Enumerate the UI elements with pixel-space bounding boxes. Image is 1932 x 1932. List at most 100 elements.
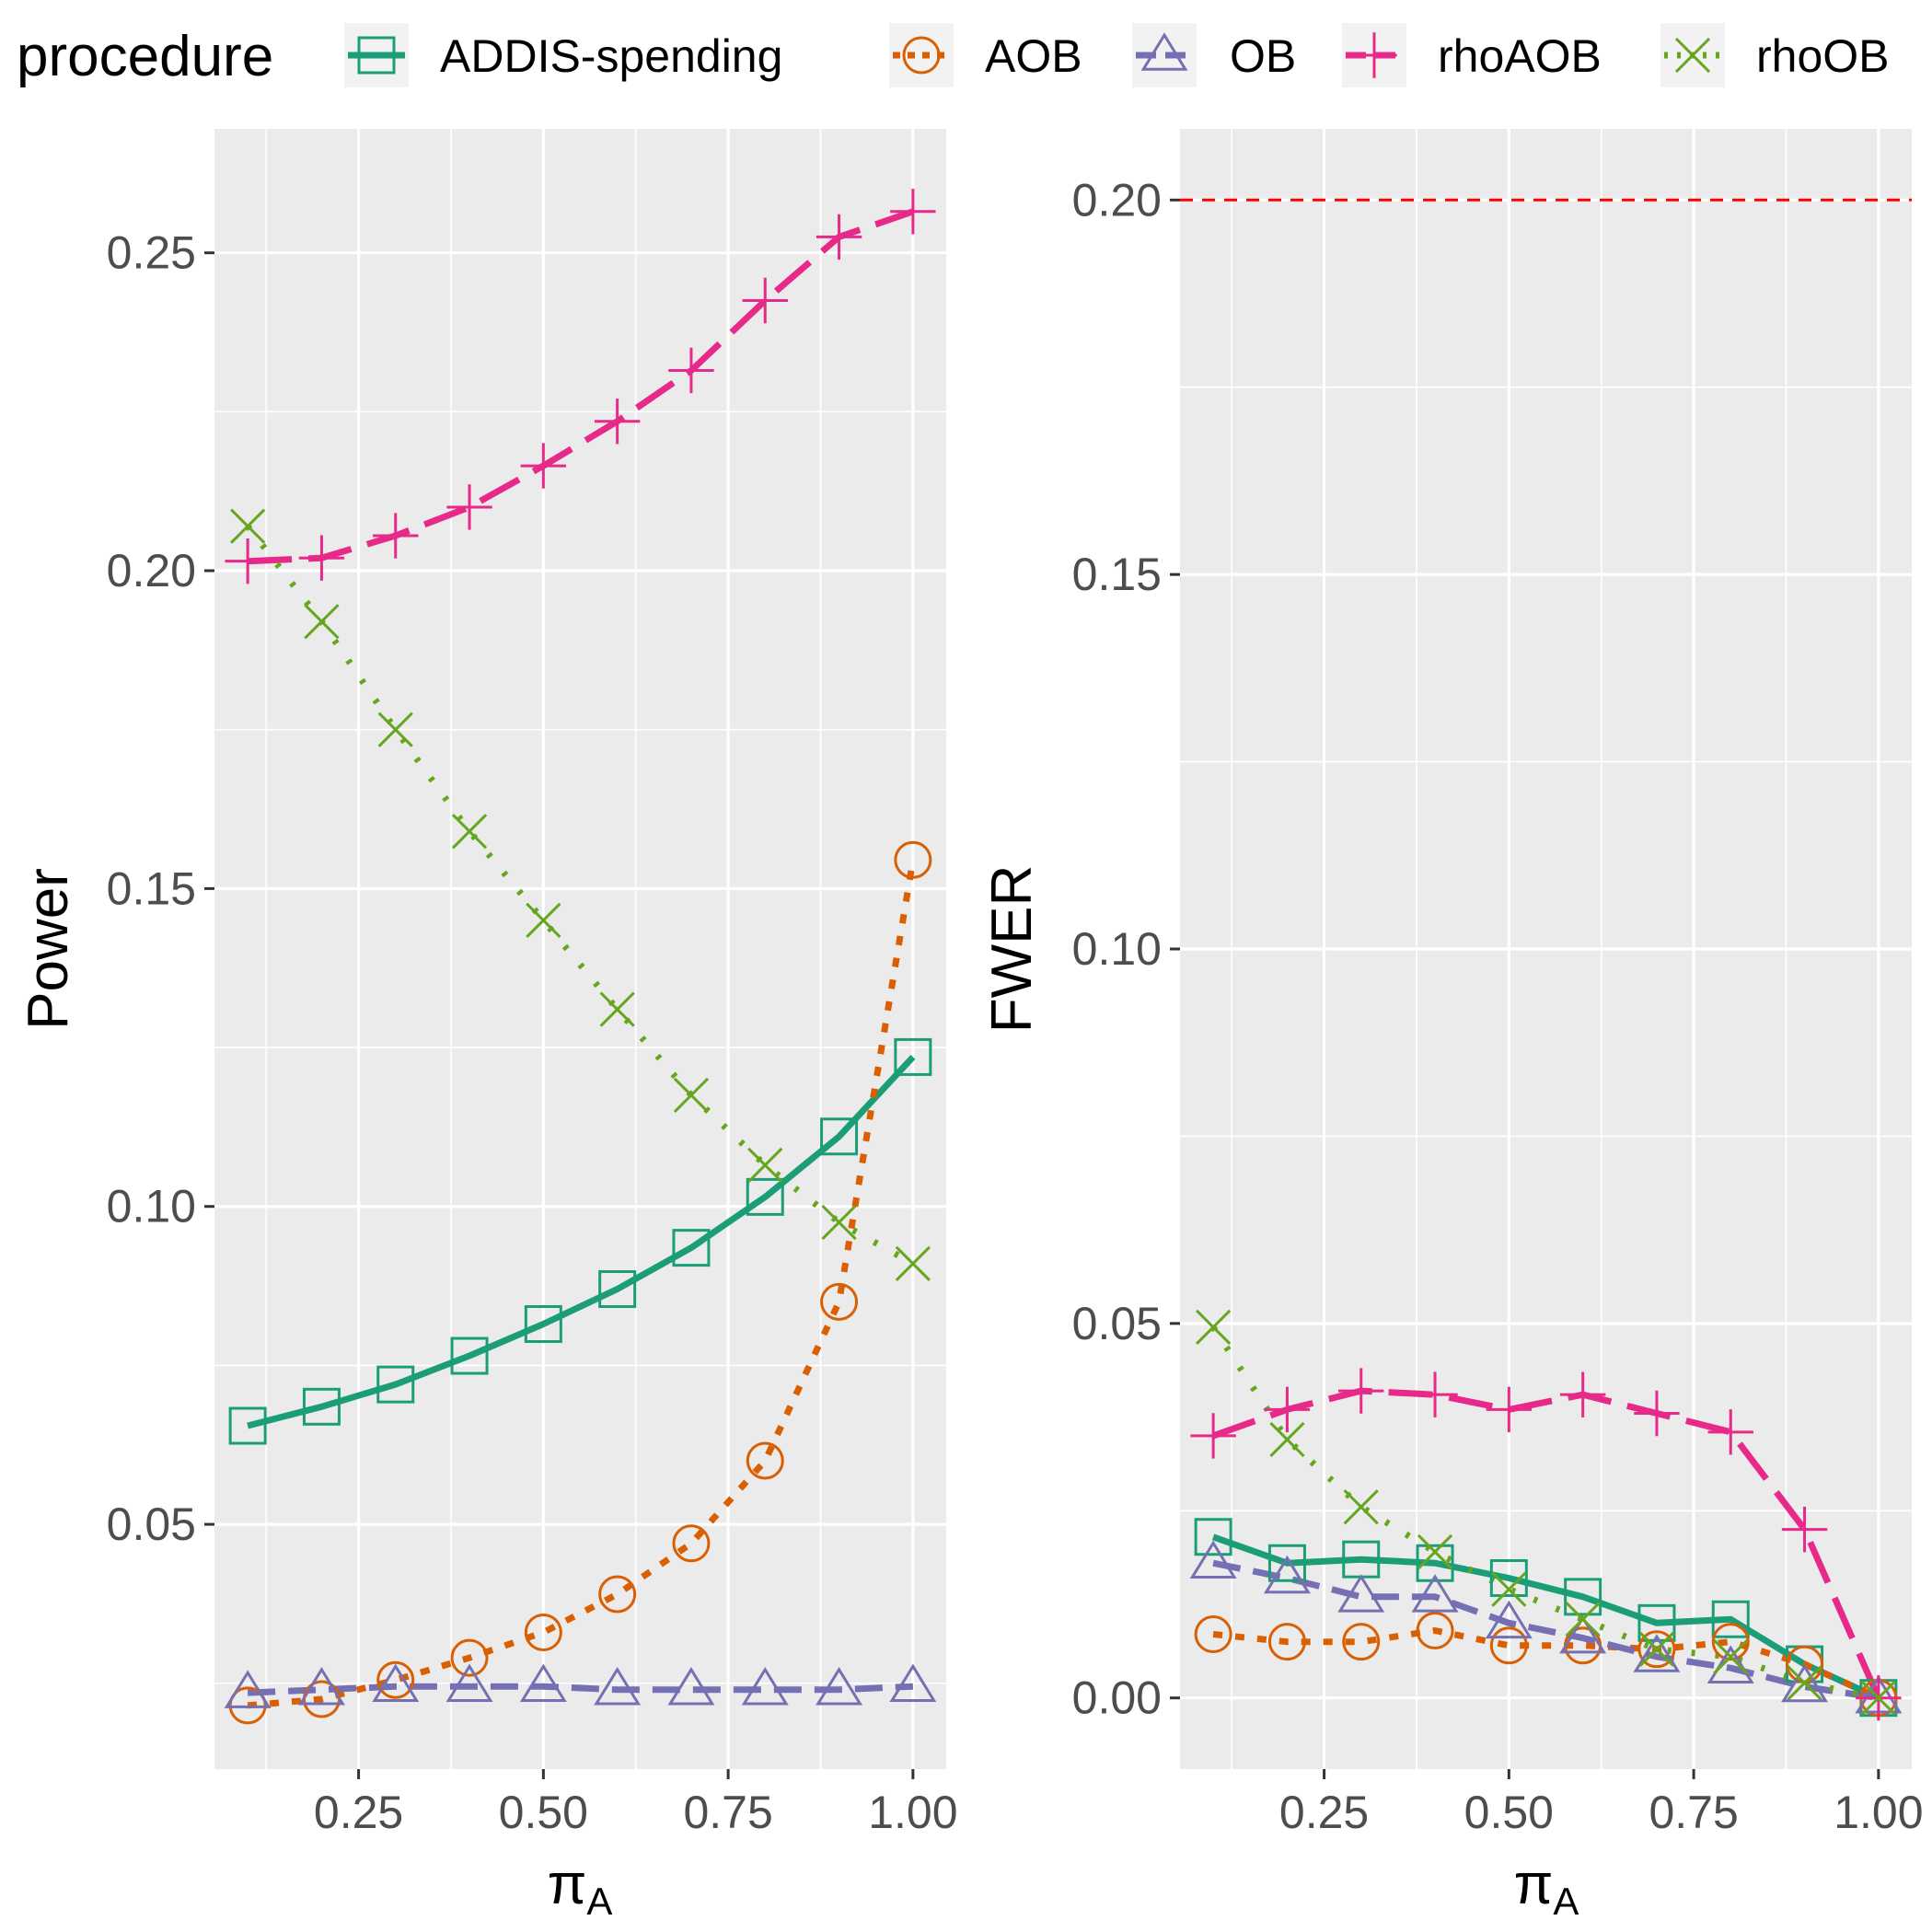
fwer-point-ADDIS-spending-1	[1267, 1544, 1306, 1582]
power-point-rhoAOB-7	[742, 277, 788, 324]
fwer-point-rhoAOB-1	[1264, 1386, 1311, 1433]
fwer-y-tick-label-3: 0.15	[1072, 549, 1162, 600]
power-line-rhoOB	[245, 524, 915, 1267]
power-x-tick-label-1: 0.50	[499, 1787, 588, 1838]
fwer-point-ADDIS-spending-7	[1711, 1600, 1750, 1638]
power-point-AOB-8	[820, 1282, 859, 1321]
fwer-point-rhoAOB-7	[1707, 1409, 1753, 1455]
fwer-point-AOB-7	[1711, 1623, 1750, 1661]
legend-title: procedure	[17, 25, 273, 88]
power-point-rhoAOB-4	[520, 443, 567, 489]
power-point-OB-1	[297, 1666, 345, 1706]
fwer-point-rhoOB-1	[1269, 1421, 1305, 1458]
power-point-ADDIS-spending-4	[524, 1305, 562, 1344]
power-point-AOB-7	[746, 1441, 784, 1480]
fwer-point-rhoOB-0	[1196, 1309, 1232, 1346]
fwer-x-tick-label-2: 0.75	[1649, 1787, 1738, 1838]
legend-key-marker-OB	[1140, 32, 1188, 71]
fwer-point-OB-6	[1633, 1634, 1681, 1672]
power-point-AOB-6	[672, 1524, 711, 1563]
fwer-x-axis-title-subscript: A	[1553, 1880, 1579, 1923]
power-x-axis-title: πA	[548, 1853, 613, 1923]
power-point-rhoOB-6	[673, 1077, 710, 1113]
fwer-point-AOB-3	[1416, 1611, 1454, 1649]
fwer-x-axis-title: πA	[1514, 1853, 1579, 1923]
legend-item-AOB: AOB	[889, 23, 1082, 87]
fwer-point-OB-8	[1781, 1663, 1829, 1703]
power-point-rhoAOB-1	[298, 535, 345, 581]
fwer-line-OB	[1212, 1559, 1880, 1702]
legend-item-ADDIS-spending: ADDIS-spending	[344, 23, 782, 87]
legend-item-rhoOB: rhoOB	[1660, 23, 1890, 87]
fwer-x-axis-title-main: π	[1514, 1853, 1554, 1916]
fwer-point-rhoAOB-4	[1486, 1386, 1533, 1433]
power-y-tick-label-2: 0.15	[107, 862, 196, 914]
power-point-rhoOB-9	[895, 1245, 931, 1282]
fwer-points-rhoOB	[1196, 1309, 1896, 1716]
power-y-tick-label-4: 0.25	[107, 227, 196, 279]
power-gridlines	[214, 129, 946, 1769]
power-y-axis-title: Power	[17, 868, 80, 1030]
fwer-point-rhoAOB-6	[1634, 1390, 1680, 1437]
power-x-axis-title-subscript: A	[586, 1880, 612, 1923]
power-point-rhoAOB-9	[890, 189, 936, 235]
power-point-AOB-5	[598, 1575, 637, 1614]
power-point-ADDIS-spending-6	[672, 1229, 711, 1267]
power-point-AOB-3	[450, 1638, 489, 1677]
legend-label-OB: OB	[1230, 30, 1296, 82]
fwer-point-rhoAOB-0	[1190, 1413, 1236, 1459]
fwer-point-AOB-0	[1194, 1615, 1232, 1654]
power-point-OB-3	[445, 1663, 493, 1703]
fwer-series	[1189, 1309, 1903, 1721]
legend-item-rhoAOB: rhoAOB	[1342, 23, 1602, 87]
power-x-axis-title-main: π	[548, 1853, 587, 1916]
power-points-rhoOB	[230, 508, 931, 1282]
power-point-ADDIS-spending-5	[598, 1270, 637, 1309]
legend-label-rhoOB: rhoOB	[1756, 30, 1890, 82]
fwer-point-rhoOB-4	[1491, 1571, 1527, 1607]
fwer-point-rhoOB-6	[1638, 1631, 1675, 1667]
power-points-OB	[224, 1663, 937, 1708]
fwer-point-rhoAOB-3	[1412, 1371, 1458, 1417]
fwer-point-AOB-2	[1342, 1623, 1381, 1661]
power-plot-background	[214, 129, 946, 1769]
fwer-point-rhoOB-8	[1787, 1665, 1822, 1701]
power-point-ADDIS-spending-8	[820, 1117, 859, 1156]
fwer-point-OB-5	[1559, 1614, 1607, 1654]
fwer-point-rhoAOB-5	[1559, 1371, 1606, 1417]
fwer-points-rhoAOB	[1190, 1368, 1902, 1721]
power-panel: 0.05 0.10 0.15 0.20 0.25 0.25 0.50 0.75 1.00 Pow…	[17, 129, 958, 1923]
power-points-rhoAOB	[225, 189, 936, 584]
fwer-line-ADDIS-spending	[1211, 1533, 1880, 1701]
legend-key-marker-rhoOB	[1674, 37, 1711, 74]
power-point-OB-0	[224, 1670, 272, 1708]
fwer-point-ADDIS-spending-0	[1194, 1518, 1232, 1556]
legend-label-rhoAOB: rhoAOB	[1438, 30, 1602, 82]
fwer-x-tick-label-0: 0.25	[1279, 1787, 1369, 1838]
fwer-point-OB-4	[1485, 1600, 1533, 1639]
fwer-point-OB-1	[1263, 1555, 1311, 1594]
fwer-panel: 0.00 0.05 0.10 0.15 0.20 0.25 0.50 0.75 1.00 FWE…	[980, 129, 1924, 1923]
fwer-point-AOB-6	[1637, 1630, 1676, 1669]
fwer-x-tick-label-3: 1.00	[1834, 1787, 1923, 1838]
fwer-point-AOB-1	[1267, 1623, 1306, 1661]
fwer-y-tick-label-2: 0.10	[1072, 923, 1162, 975]
fwer-x-tick-label-1: 0.50	[1464, 1787, 1554, 1838]
power-series	[224, 189, 937, 1725]
power-point-rhoAOB-5	[594, 399, 641, 445]
power-point-rhoOB-4	[526, 902, 561, 939]
power-y-tick-label-3: 0.20	[107, 545, 196, 596]
fwer-point-rhoOB-3	[1417, 1533, 1453, 1570]
legend-key-marker-rhoAOB	[1351, 32, 1397, 78]
power-line-OB	[247, 1683, 914, 1696]
power-x-tick-label-2: 0.75	[683, 1787, 772, 1838]
power-line-ADDIS-spending	[247, 1055, 916, 1429]
fwer-axes: 0.00 0.05 0.10 0.15 0.20 0.25 0.50 0.75 1.00	[1072, 174, 1924, 1838]
power-point-rhoAOB-2	[373, 513, 419, 559]
power-y-tick-label-0: 0.05	[107, 1498, 196, 1550]
fwer-point-rhoOB-5	[1565, 1602, 1601, 1637]
power-point-OB-7	[741, 1666, 789, 1706]
power-point-OB-8	[816, 1666, 863, 1706]
power-point-OB-5	[594, 1666, 642, 1706]
